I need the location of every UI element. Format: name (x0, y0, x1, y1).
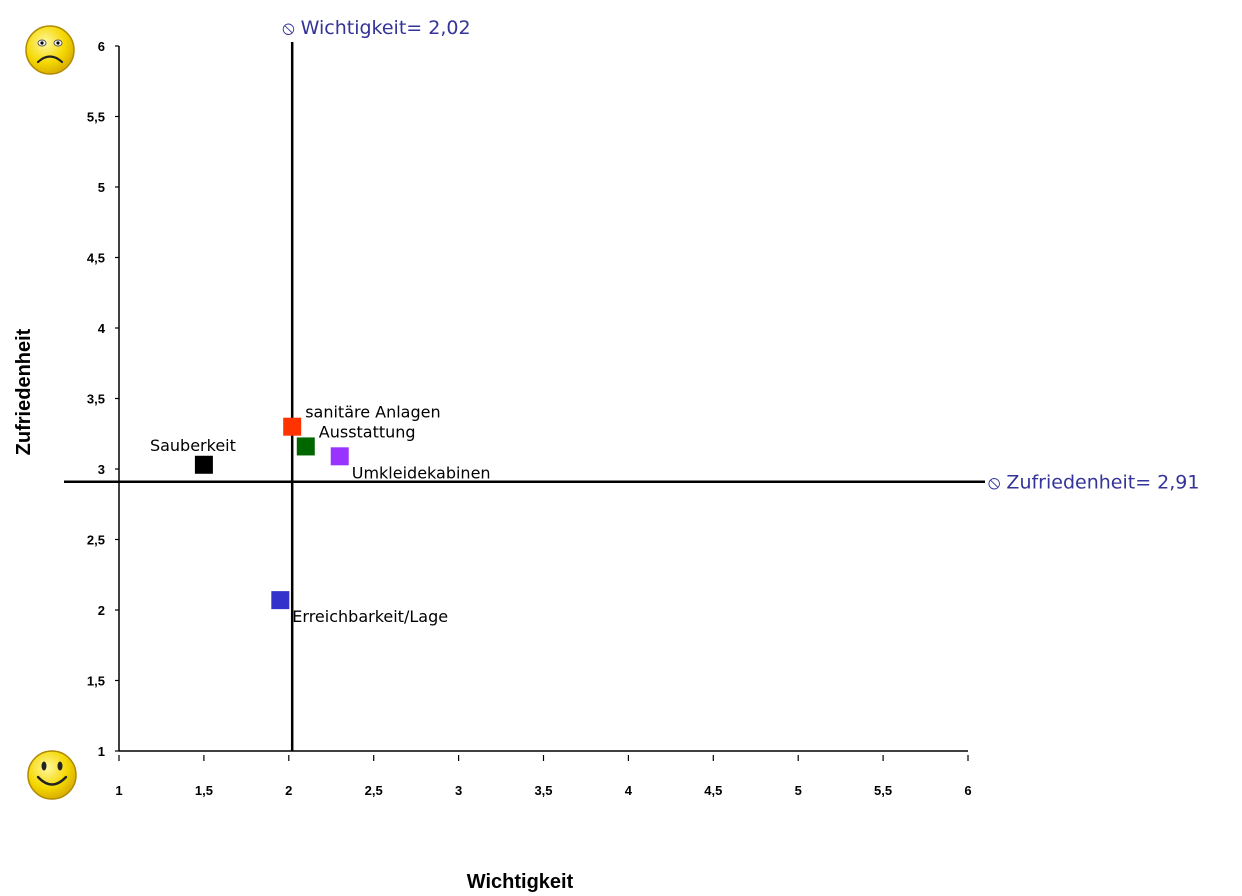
y-tick-label: 1,5 (87, 674, 105, 689)
y-tick-label: 2 (98, 603, 105, 618)
data-point (194, 455, 213, 474)
x-tick-label: 1,5 (195, 783, 213, 798)
x-tick-label: 6 (964, 783, 971, 798)
x-tick-label: 3 (455, 783, 462, 798)
data-point-label: Ausstattung (319, 422, 416, 441)
data-point-label: Sauberkeit (150, 436, 236, 455)
x-axis-ticks: 1 1,5 2 2,5 3 3,5 4 4,5 5 5,5 6 (115, 755, 972, 798)
data-point (283, 417, 302, 436)
x-tick-label: 4 (625, 783, 633, 798)
mean-importance-label: ⦸ Wichtigkeit= 2,02 (282, 17, 470, 39)
y-axis-title: Zufriedenheit (13, 328, 35, 455)
x-tick-label: 3,5 (534, 783, 552, 798)
x-tick-label: 4,5 (704, 783, 722, 798)
y-tick-label: 4,5 (87, 251, 105, 266)
y-tick-label: 3,5 (87, 392, 105, 407)
data-point (296, 437, 315, 456)
sad-face-icon (25, 25, 75, 75)
y-tick-label: 3 (98, 462, 105, 477)
y-tick-label: 5,5 (87, 110, 105, 125)
data-point-label: Umkleidekabinen (352, 463, 491, 482)
data-point-label: sanitäre Anlagen (305, 403, 440, 422)
mean-satisfaction-label: ⦸ Zufriedenheit= 2,91 (988, 472, 1199, 494)
data-point-label: Erreichbarkeit/Lage (292, 607, 448, 626)
x-tick-label: 1 (115, 783, 122, 798)
y-tick-label: 4 (98, 321, 106, 336)
y-axis-ticks: 1 1,5 2 2,5 3 3,5 4 4,5 5 5,5 6 (87, 39, 119, 759)
x-axis-title: Wichtigkeit (467, 871, 574, 893)
data-point (271, 591, 290, 610)
y-tick-label: 2,5 (87, 533, 105, 548)
x-tick-label: 5,5 (874, 783, 892, 798)
y-tick-label: 5 (98, 180, 105, 195)
happy-face-icon (27, 750, 77, 800)
y-tick-label: 1 (98, 744, 105, 759)
x-tick-label: 5 (795, 783, 802, 798)
y-tick-label: 6 (98, 39, 105, 54)
data-point (330, 447, 349, 466)
reference-lines: ⦸ Wichtigkeit= 2,02 ⦸ Zufriedenheit= 2,91 (64, 17, 1199, 751)
x-tick-label: 2 (285, 783, 292, 798)
x-tick-label: 2,5 (365, 783, 383, 798)
